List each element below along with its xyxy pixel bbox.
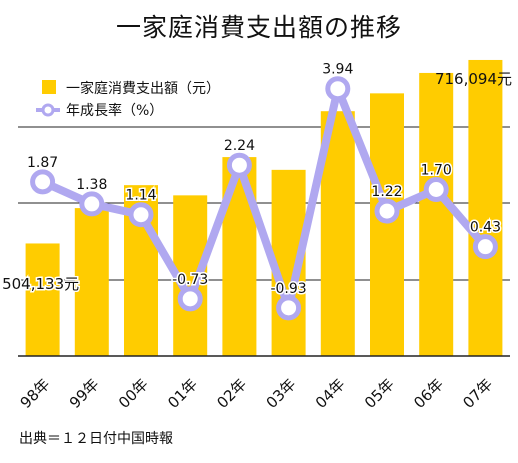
bar [370, 93, 404, 356]
x-tick-label: 06年 [410, 375, 447, 412]
growth-data-label: -0.93 [270, 281, 306, 297]
x-tick-label: 05年 [361, 375, 398, 412]
x-tick-label: 99年 [66, 375, 103, 412]
x-tick-label: 98年 [17, 375, 54, 412]
growth-data-label: 1.38 [76, 177, 107, 193]
bar [74, 208, 109, 356]
growth-data-label: 1.70 [421, 163, 452, 179]
growth-point [128, 202, 154, 228]
chart-title: 一家庭消費支出額の推移 [115, 13, 402, 42]
growth-point [423, 177, 449, 202]
bar [419, 72, 454, 356]
x-tick-label: 01年 [164, 375, 201, 412]
x-tick-label: 02年 [213, 375, 250, 412]
growth-point [226, 152, 252, 178]
legend-bar-label: 一家庭消費支出額（元） [66, 80, 220, 97]
growth-data-label: 1.14 [125, 188, 156, 204]
x-tick-label: 00年 [115, 375, 152, 412]
growth-data-label: 1.22 [371, 184, 402, 200]
growth-point [276, 295, 302, 321]
growth-line [40, 84, 489, 312]
growth-point [79, 191, 105, 217]
bar [25, 243, 60, 356]
source-note: 出典＝１２日付中国時報 [19, 431, 173, 447]
growth-data-label: 3.94 [322, 62, 353, 78]
bar [468, 59, 503, 357]
growth-data-label: 0.43 [470, 220, 501, 236]
growth-point [374, 198, 400, 224]
growth-data-label: 1.87 [27, 155, 58, 171]
x-tick-label: 07年 [459, 375, 496, 412]
legend-bar-swatch [42, 80, 56, 94]
growth-point [177, 286, 203, 312]
growth-point [472, 234, 498, 260]
x-tick-label: 04年 [312, 375, 349, 412]
growth-point [325, 76, 351, 102]
growth-data-label: -0.73 [172, 272, 208, 288]
legend-line-marker [41, 103, 55, 117]
x-tick-label: 03年 [263, 375, 300, 412]
bar-data-label: 504,133元 [2, 275, 79, 293]
growth-point [30, 169, 56, 195]
growth-data-label: 2.24 [224, 138, 255, 154]
legend-line-label: 年成長率（%） [66, 102, 163, 119]
bar-data-label: 716,094元 [435, 70, 512, 88]
